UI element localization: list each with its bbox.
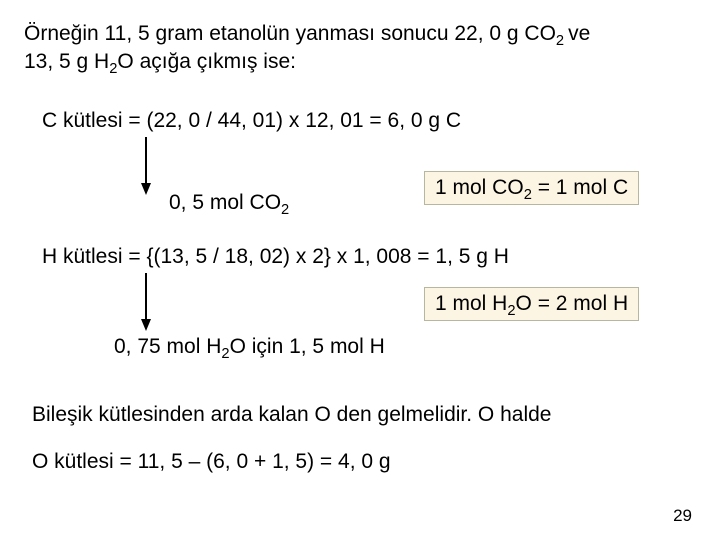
down-arrow-2 xyxy=(139,271,153,331)
h2o-mol-b: O için 1, 5 mol H xyxy=(230,335,385,358)
co2-moles: 0, 5 mol CO2 xyxy=(169,191,289,215)
callout2-a: 1 mol H xyxy=(435,292,507,315)
h2o-moles: 0, 75 mol H2O için 1, 5 mol H xyxy=(114,335,385,359)
h2o-mol-a: 0, 75 mol H xyxy=(114,335,221,358)
slide-content: Örneğin 11, 5 gram etanolün yanması sonu… xyxy=(0,0,720,476)
callout-h2o: 1 mol H2O = 2 mol H xyxy=(424,287,639,321)
co2-mol-text: 0, 5 mol CO xyxy=(169,191,281,214)
callout2-b: O = 2 mol H xyxy=(516,292,629,315)
closing-line: Bileşik kütlesinden arda kalan O den gel… xyxy=(24,401,696,429)
intro-line-2: 13, 5 g H2O açığa çıkmış ise: xyxy=(24,48,696,76)
h-mass-line: H kütlesi = {(13, 5 / 18, 02) x 2} x 1, … xyxy=(24,243,696,271)
o-mass-line: O kütlesi = 11, 5 – (6, 0 + 1, 5) = 4, 0… xyxy=(24,448,696,476)
intro-text-2a: 13, 5 g H xyxy=(24,50,109,73)
callout1-b: = 1 mol C xyxy=(532,176,628,199)
intro-text-1a: Örneğin 11, 5 gram etanolün yanması sonu… xyxy=(24,22,556,45)
intro-line-1: Örneğin 11, 5 gram etanolün yanması sonu… xyxy=(24,20,696,48)
h2o-mol-sub: 2 xyxy=(221,347,229,363)
c-mass-line: C kütlesi = (22, 0 / 44, 01) x 12, 01 = … xyxy=(24,107,696,135)
callout-co2: 1 mol CO2 = 1 mol C xyxy=(424,171,639,205)
co2-mol-sub: 2 xyxy=(281,202,289,218)
intro-text-1b: ve xyxy=(568,22,590,45)
down-arrow-1 xyxy=(139,135,153,195)
intro-sub-1: 2 xyxy=(556,33,568,49)
callout2-sub: 2 xyxy=(507,304,515,320)
callout1-a: 1 mol CO xyxy=(435,176,524,199)
intro-text-2b: O açığa çıkmış ise: xyxy=(117,50,296,73)
page-number: 29 xyxy=(673,506,692,526)
callout1-sub: 2 xyxy=(524,187,532,203)
